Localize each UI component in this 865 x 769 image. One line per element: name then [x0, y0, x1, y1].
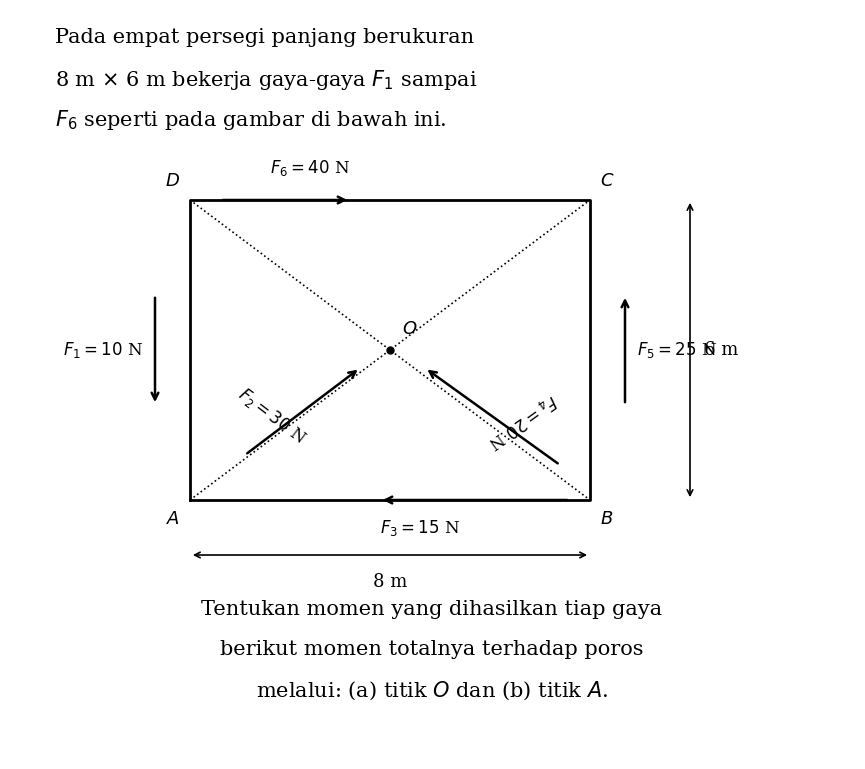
Text: $F_1 = 10$ N: $F_1 = 10$ N [63, 340, 143, 360]
Text: $D$: $D$ [165, 172, 180, 190]
Text: $F_5 = 25$ N: $F_5 = 25$ N [637, 340, 717, 360]
Text: 8 m: 8 m [373, 573, 407, 591]
Text: $F_6$ seperti pada gambar di bawah ini.: $F_6$ seperti pada gambar di bawah ini. [55, 108, 446, 132]
Text: $F_3 = 15$ N: $F_3 = 15$ N [380, 518, 460, 538]
Text: 8 m $\times$ 6 m bekerja gaya-gaya $F_1$ sampai: 8 m $\times$ 6 m bekerja gaya-gaya $F_1$… [55, 68, 477, 92]
Text: 6 m: 6 m [704, 341, 739, 359]
Text: $C$: $C$ [600, 172, 614, 190]
Text: $A$: $A$ [166, 510, 180, 528]
Text: melalui: (a) titik $O$ dan (b) titik $A$.: melalui: (a) titik $O$ dan (b) titik $A$… [256, 680, 608, 702]
Text: $F_6 = 40$ N: $F_6 = 40$ N [270, 158, 350, 178]
Text: $O$: $O$ [402, 320, 418, 338]
Text: $F_2 = 30$ N: $F_2 = 30$ N [234, 384, 311, 448]
Text: Tentukan momen yang dihasilkan tiap gaya: Tentukan momen yang dihasilkan tiap gaya [202, 600, 663, 619]
Text: $B$: $B$ [600, 510, 613, 528]
Text: berikut momen totalnya terhadap poros: berikut momen totalnya terhadap poros [221, 640, 644, 659]
Text: $F_4 = 20$ N: $F_4 = 20$ N [484, 390, 561, 453]
Text: Pada empat persegi panjang berukuran: Pada empat persegi panjang berukuran [55, 28, 474, 47]
